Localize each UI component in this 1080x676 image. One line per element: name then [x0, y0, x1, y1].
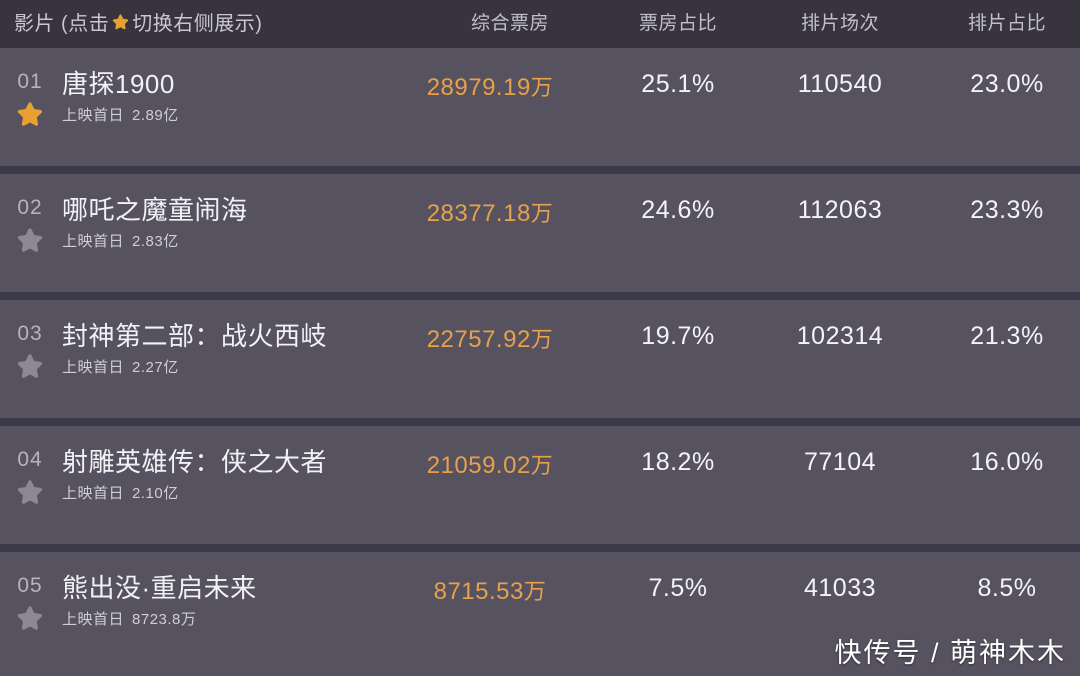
cell-gross-unit: 万 [530, 327, 554, 352]
cell-gross-share: 24.6% [641, 196, 715, 224]
movie-title[interactable]: 熊出没·重启未来 [62, 573, 257, 603]
table-row[interactable]: 04 射雕英雄传：侠之大者 上映首日 2.10亿 21059.02万 18.2% … [0, 426, 1080, 544]
cell-gross: 22757.92万 [380, 322, 600, 354]
movie-title[interactable]: 射雕英雄传：侠之大者 [62, 447, 328, 477]
row-rank: 05 [17, 574, 43, 597]
cell-gross: 8715.53万 [380, 574, 600, 606]
subtitle-value: 2.89亿 [132, 107, 179, 124]
cell-showings: 102314 [796, 322, 884, 350]
row-rank: 03 [17, 322, 43, 345]
movie-subtitle: 上映首日 2.10亿 [62, 482, 179, 503]
row-rank: 01 [17, 70, 43, 93]
cell-show-share: 23.0% [970, 70, 1044, 98]
subtitle-label: 上映首日 [62, 107, 125, 124]
table-header: 影片 (点击 切换右侧展示) 综合票房 票房占比 排片场次 排片占比 [0, 0, 1080, 48]
cell-gross: 21059.02万 [380, 448, 600, 480]
subtitle-value: 2.83亿 [132, 233, 179, 250]
cell-show-share: 23.3% [970, 196, 1044, 224]
cell-gross-value: 22757.92 [426, 326, 531, 353]
cell-gross-value: 21059.02 [426, 452, 531, 479]
star-icon [111, 13, 130, 32]
star-icon [17, 480, 43, 504]
table-row[interactable]: 03 封神第二部：战火西岐 上映首日 2.27亿 22757.92万 19.7% … [0, 300, 1080, 418]
cell-gross-value: 28377.18 [426, 200, 531, 227]
cell-gross-value: 8715.53 [433, 578, 524, 605]
movie-subtitle: 上映首日 8723.8万 [62, 608, 196, 629]
cell-gross-unit: 万 [530, 75, 554, 100]
cell-show-share: 8.5% [977, 574, 1037, 602]
header-title-prefix: 影片 (点击 [14, 13, 110, 35]
cell-gross-unit: 万 [523, 579, 547, 604]
cell-showings: 110540 [797, 70, 883, 98]
star-icon [17, 354, 43, 378]
star-icon [17, 228, 43, 252]
star-toggle[interactable] [10, 226, 50, 258]
movie-title[interactable]: 封神第二部：战火西岐 [62, 321, 328, 351]
cell-show-share: 21.3% [970, 322, 1044, 350]
cell-gross-unit: 万 [530, 453, 554, 478]
cell-showings: 77104 [803, 448, 877, 476]
cell-gross-share: 25.1% [641, 70, 715, 98]
movie-title[interactable]: 唐探1900 [62, 69, 175, 99]
star-toggle[interactable] [10, 478, 50, 510]
header-title-suffix: 切换右侧展示) [132, 13, 263, 35]
subtitle-label: 上映首日 [62, 233, 125, 250]
table-row[interactable]: 02 哪吒之魔童闹海 上映首日 2.83亿 28377.18万 24.6% 112… [0, 174, 1080, 292]
cell-gross: 28377.18万 [380, 196, 600, 228]
star-toggle[interactable] [10, 100, 50, 132]
star-icon [17, 606, 43, 630]
cell-gross-share: 18.2% [641, 448, 715, 476]
cell-gross-share: 19.7% [641, 322, 715, 350]
movie-subtitle: 上映首日 2.89亿 [62, 104, 179, 125]
cell-gross-share: 7.5% [648, 574, 708, 602]
star-icon [17, 102, 43, 126]
column-header-gross[interactable]: 综合票房 [470, 13, 549, 34]
column-header-showings[interactable]: 排片场次 [800, 13, 879, 34]
cell-gross: 28979.19万 [380, 70, 600, 102]
table-row[interactable]: 05 熊出没·重启未来 上映首日 8723.8万 8715.53万 7.5% 41… [0, 552, 1080, 676]
watermark: 快传号 / 萌神木木 [834, 638, 1066, 668]
movie-subtitle: 上映首日 2.27亿 [62, 356, 179, 377]
movie-subtitle: 上映首日 2.83亿 [62, 230, 179, 251]
table-row[interactable]: 01 唐探1900 上映首日 2.89亿 28979.19万 25.1% 1105… [0, 48, 1080, 166]
movie-title[interactable]: 哪吒之魔童闹海 [62, 195, 248, 225]
cell-gross-unit: 万 [530, 201, 554, 226]
cell-show-share: 16.0% [970, 448, 1044, 476]
subtitle-label: 上映首日 [62, 611, 125, 628]
row-rank: 02 [17, 196, 43, 219]
column-header-gross-share[interactable]: 票房占比 [638, 13, 717, 34]
cell-gross-value: 28979.19 [426, 74, 531, 101]
subtitle-value: 2.27亿 [132, 359, 179, 376]
star-toggle[interactable] [10, 604, 50, 636]
star-toggle[interactable] [10, 352, 50, 384]
cell-showings: 112063 [797, 196, 883, 224]
row-rank: 04 [17, 448, 43, 471]
subtitle-value: 8723.8万 [132, 611, 197, 628]
column-header-show-share[interactable]: 排片占比 [967, 13, 1046, 34]
subtitle-value: 2.10亿 [132, 485, 179, 502]
subtitle-label: 上映首日 [62, 485, 125, 502]
header-title: 影片 (点击 切换右侧展示) [14, 0, 262, 48]
subtitle-label: 上映首日 [62, 359, 125, 376]
cell-showings: 41033 [803, 574, 877, 602]
